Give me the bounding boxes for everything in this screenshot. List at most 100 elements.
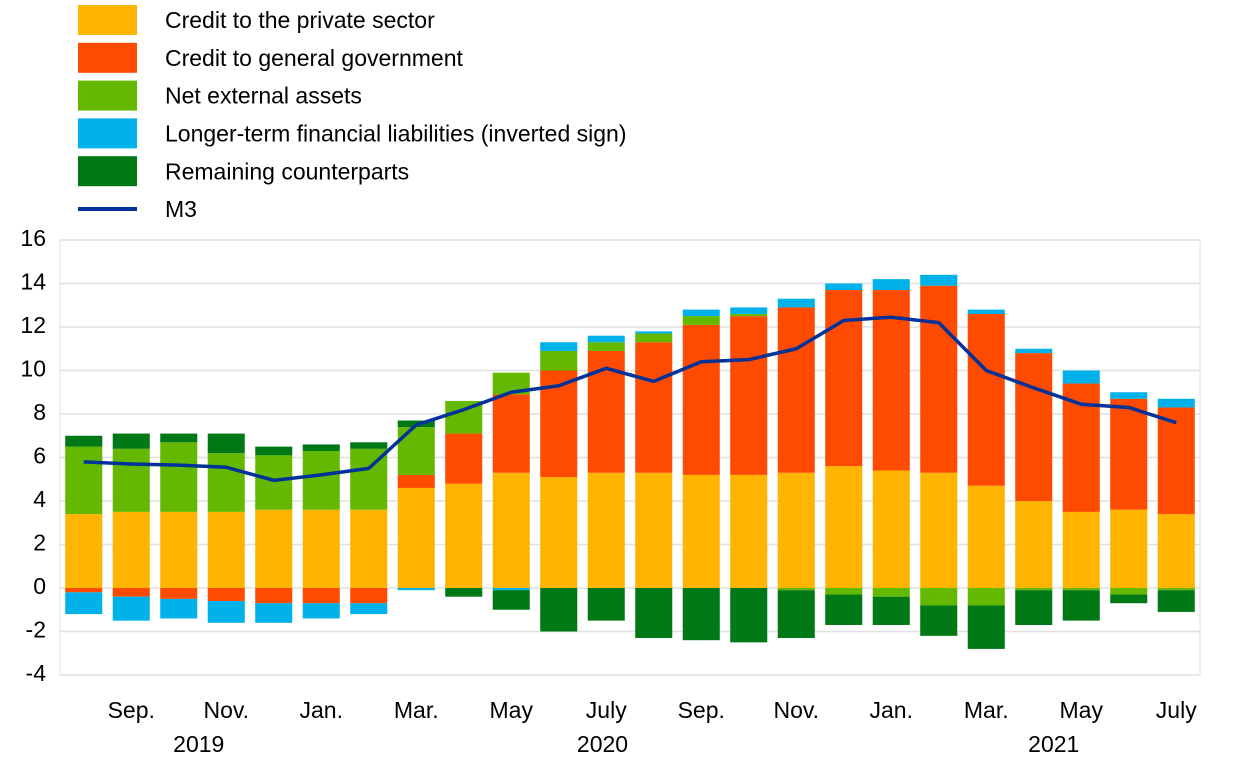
bar-segment <box>1062 370 1100 384</box>
bar-segment <box>872 470 910 588</box>
legend-label: Credit to the private sector <box>165 7 435 33</box>
x-tick-label: Nov. <box>773 697 819 723</box>
bar-segment <box>350 603 388 615</box>
bar-segment <box>967 309 1005 314</box>
bar-segment <box>112 433 150 449</box>
x-tick-label: July <box>586 697 627 723</box>
bar-segment <box>492 372 530 395</box>
bar-segment <box>872 588 910 597</box>
bar-segment <box>920 605 958 636</box>
bar-segment <box>587 472 625 588</box>
bar-segment <box>207 588 245 602</box>
legend-label: Net external assets <box>165 83 362 109</box>
y-tick-label: 16 <box>20 225 46 251</box>
bar-segment <box>1110 398 1148 510</box>
y-tick-label: 4 <box>33 486 46 512</box>
bar-segment <box>682 474 720 588</box>
bar-segment <box>777 588 815 591</box>
x-tick-label: Nov. <box>203 697 249 723</box>
bar-segment <box>1110 594 1148 604</box>
bar-segment <box>635 472 673 588</box>
bar-segment <box>1015 348 1053 354</box>
bar-segment <box>730 307 768 314</box>
bar-segment <box>730 474 768 588</box>
x-tick-label: Mar. <box>394 697 439 723</box>
y-tick-label: 10 <box>20 356 46 382</box>
bar-segment <box>160 511 198 588</box>
bar-segment <box>1015 590 1053 625</box>
bar-segment <box>967 588 1005 606</box>
bar-segment <box>492 394 530 473</box>
bar-segment <box>777 590 815 639</box>
bar-segment <box>492 472 530 588</box>
bar-segment <box>65 446 103 515</box>
bar-segment <box>1110 509 1148 588</box>
legend-swatch <box>78 80 137 111</box>
bar-segment <box>587 588 625 621</box>
bar-segment <box>160 598 198 619</box>
bar-segment <box>967 605 1005 649</box>
bar-segment <box>350 442 388 449</box>
bar-segment <box>255 455 293 510</box>
x-tick-label: Mar. <box>964 697 1009 723</box>
bar-segment <box>302 509 340 588</box>
bar-segment <box>160 433 198 443</box>
y-tick-label: -4 <box>26 660 47 686</box>
x-tick-label: Jan. <box>870 697 913 723</box>
bar-segment <box>255 446 293 456</box>
year-label: 2021 <box>1028 731 1079 757</box>
bar-segment <box>825 588 863 595</box>
bar-segment <box>825 466 863 588</box>
bar-segment <box>730 316 768 475</box>
bar-segment <box>302 450 340 510</box>
bar-segment <box>397 474 435 488</box>
x-tick-label: Jan. <box>300 697 343 723</box>
bar-segment <box>635 331 673 334</box>
bar-segment <box>445 483 483 588</box>
bar-segment <box>587 342 625 351</box>
bar-segment <box>350 588 388 604</box>
bar-segment <box>635 333 673 343</box>
bar-segment <box>777 472 815 588</box>
bar-segment <box>635 342 673 473</box>
bar-segment <box>112 511 150 588</box>
bar-segment <box>1110 392 1148 399</box>
bar-segment <box>255 603 293 623</box>
x-tick-label: July <box>1156 697 1197 723</box>
bar-segment <box>730 313 768 317</box>
bar-segment <box>872 596 910 625</box>
bar-segment <box>682 309 720 317</box>
bar-segment <box>207 433 245 454</box>
bar-segment <box>825 283 863 291</box>
bar-segment <box>1015 501 1053 588</box>
bar-segment <box>587 335 625 343</box>
bar-segment <box>1062 588 1100 591</box>
bar-segment <box>207 601 245 623</box>
legend-swatch <box>78 118 137 149</box>
y-tick-label: 6 <box>33 443 46 469</box>
y-tick-label: 12 <box>20 312 46 338</box>
year-label: 2020 <box>577 731 628 757</box>
legend-swatch <box>78 42 137 73</box>
bar-segment <box>540 350 578 371</box>
bar-segment <box>255 509 293 588</box>
year-label: 2019 <box>173 731 224 757</box>
legend-swatch <box>78 5 137 35</box>
bar-segment <box>1015 353 1053 501</box>
bar-segment <box>160 588 198 599</box>
y-tick-label: -2 <box>26 617 46 643</box>
bar-segment <box>445 588 483 597</box>
bar-segment <box>1157 514 1195 588</box>
bar-segment <box>302 444 340 451</box>
bar-segment <box>112 596 150 621</box>
bar-segment <box>1157 588 1195 591</box>
y-tick-label: 14 <box>20 269 46 295</box>
bar-segment <box>540 588 578 632</box>
bar-segment <box>1062 590 1100 621</box>
bar-segment <box>1157 398 1195 408</box>
bar-segment <box>777 307 815 473</box>
bar-segment <box>825 594 863 625</box>
legend-label: Remaining counterparts <box>165 158 409 184</box>
bar-segment <box>920 285 958 473</box>
bar-segment <box>492 590 530 610</box>
